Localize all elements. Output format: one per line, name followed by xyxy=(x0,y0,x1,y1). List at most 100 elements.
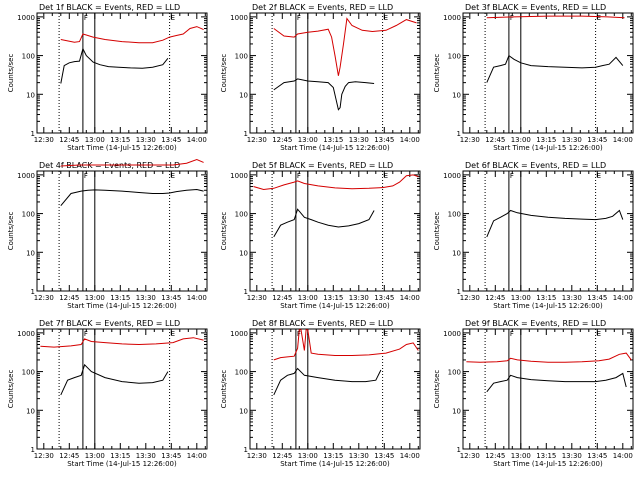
y-tick-label: 100 xyxy=(22,369,35,377)
time-marker-label: E xyxy=(171,172,175,180)
series-events-line xyxy=(60,188,204,207)
x-tick-label: 13:45 xyxy=(587,294,607,302)
x-tick-label: 14:00 xyxy=(613,294,633,302)
y-axis-label: Counts/sec xyxy=(220,54,228,93)
x-tick-label: 13:30 xyxy=(136,294,156,302)
y-tick-label: 10 xyxy=(239,249,248,257)
series-lld-line xyxy=(60,158,204,167)
x-tick-label: 12:45 xyxy=(485,294,505,302)
x-tick-label: 12:30 xyxy=(34,452,54,460)
x-tick-label: 13:00 xyxy=(85,136,105,144)
y-tick-label: 1 xyxy=(457,130,461,138)
panel-det-6f: Det 6f BLACK = Events, RED = LLD 1 10 100 10… xyxy=(433,161,634,310)
x-tick-label: 13:30 xyxy=(349,294,369,302)
y-tick-label: 100 xyxy=(448,211,461,219)
x-tick-label: 13:15 xyxy=(110,136,130,144)
x-tick-label: 13:45 xyxy=(161,452,181,460)
x-tick-label: 13:45 xyxy=(161,294,181,302)
x-tick-label: 12:45 xyxy=(272,136,292,144)
panel-det-8f: Det 8f BLACK = Events, RED = LLD 1 10 100 10… xyxy=(220,319,421,468)
y-tick-label: 1000 xyxy=(230,172,248,180)
time-marker-label: F xyxy=(510,172,514,180)
x-axis-label: Start Time (14-Jul-15 12:26:00) xyxy=(67,144,177,152)
x-tick-label: 13:00 xyxy=(298,294,318,302)
plot-frame xyxy=(462,12,634,134)
x-tick-label: 13:00 xyxy=(298,452,318,460)
y-axis-label: Counts/sec xyxy=(433,54,441,93)
series-events-line xyxy=(486,54,624,83)
x-axis-label: Start Time (14-Jul-15 12:26:00) xyxy=(493,302,603,310)
y-tick-label: 10 xyxy=(26,91,35,99)
series-lld-line xyxy=(486,15,625,19)
x-tick-label: 13:00 xyxy=(511,294,531,302)
time-marker-label: F xyxy=(84,172,88,180)
y-axis-label: Counts/sec xyxy=(220,370,228,409)
series-events-line xyxy=(486,209,624,238)
series-events-line xyxy=(60,47,169,84)
panel-det-5f: Det 5f BLACK = Events, RED = LLD 1 10 100 10… xyxy=(220,161,421,310)
y-tick-label: 100 xyxy=(235,211,248,219)
y-tick-label: 100 xyxy=(448,53,461,61)
x-tick-label: 12:45 xyxy=(59,452,79,460)
chart-title: Det 5f BLACK = Events, RED = LLD xyxy=(252,161,393,170)
time-marker-label: E xyxy=(597,14,601,22)
x-axis-label: Start Time (14-Jul-15 12:26:00) xyxy=(280,144,390,152)
x-tick-label: 14:00 xyxy=(187,136,207,144)
panel-det-9f: Det 9f BLACK = Events, RED = LLD 1 10 100 10… xyxy=(433,319,634,468)
y-tick-label: 10 xyxy=(452,407,461,415)
x-tick-label: 13:00 xyxy=(298,136,318,144)
x-axis-label: Start Time (14-Jul-15 12:26:00) xyxy=(280,460,390,468)
plot-frame xyxy=(36,170,208,292)
x-tick-label: 13:00 xyxy=(85,452,105,460)
time-marker-label: E xyxy=(384,14,388,22)
series-lld-line xyxy=(466,352,632,363)
x-tick-label: 12:30 xyxy=(460,452,480,460)
chart-title: Det 6f BLACK = Events, RED = LLD xyxy=(465,161,606,170)
x-tick-label: 13:15 xyxy=(323,136,343,144)
time-marker-label: E xyxy=(597,172,601,180)
x-tick-label: 13:30 xyxy=(562,136,582,144)
x-tick-label: 12:45 xyxy=(485,136,505,144)
series-lld-line xyxy=(253,174,419,191)
y-tick-label: 1000 xyxy=(17,14,35,22)
time-marker-label: F xyxy=(84,14,88,22)
panel-det-2f: Det 2f BLACK = Events, RED = LLD 1 10 100 10… xyxy=(220,3,421,152)
y-tick-label: 1000 xyxy=(443,172,461,180)
series-lld-line xyxy=(273,329,419,361)
chart-title: Det 1f BLACK = Events, RED = LLD xyxy=(39,3,180,12)
time-marker-label: F xyxy=(297,14,301,22)
y-tick-label: 10 xyxy=(452,91,461,99)
y-tick-label: 10 xyxy=(26,249,35,257)
y-tick-label: 100 xyxy=(22,211,35,219)
x-tick-label: 12:45 xyxy=(59,136,79,144)
series-events-line xyxy=(273,208,375,238)
x-tick-label: 12:45 xyxy=(59,294,79,302)
panel-det-1f: Det 1f BLACK = Events, RED = LLD 1 10 100 10… xyxy=(7,3,208,152)
x-axis-label: Start Time (14-Jul-15 12:26:00) xyxy=(280,302,390,310)
x-tick-label: 13:00 xyxy=(85,294,105,302)
x-tick-label: 13:30 xyxy=(349,452,369,460)
x-tick-label: 12:45 xyxy=(485,452,505,460)
x-tick-label: 13:30 xyxy=(562,294,582,302)
x-tick-label: 13:45 xyxy=(374,294,394,302)
panel-det-3f: Det 3f BLACK = Events, RED = LLD 1 10 100 10… xyxy=(433,3,634,152)
x-tick-label: 14:00 xyxy=(613,136,633,144)
y-axis-label: Counts/sec xyxy=(7,212,15,251)
x-tick-label: 13:30 xyxy=(136,452,156,460)
x-tick-label: 14:00 xyxy=(187,452,207,460)
chart-title: Det 7f BLACK = Events, RED = LLD xyxy=(39,319,180,328)
y-axis-label: Counts/sec xyxy=(7,370,15,409)
x-tick-label: 12:45 xyxy=(272,452,292,460)
plot-frame xyxy=(249,12,421,134)
y-tick-label: 1000 xyxy=(230,330,248,338)
y-tick-label: 1000 xyxy=(443,330,461,338)
x-tick-label: 14:00 xyxy=(400,136,420,144)
chart-title: Det 2f BLACK = Events, RED = LLD xyxy=(252,3,393,12)
y-tick-label: 1 xyxy=(244,130,248,138)
x-axis-label: Start Time (14-Jul-15 12:26:00) xyxy=(493,144,603,152)
chart-title: Det 3f BLACK = Events, RED = LLD xyxy=(465,3,606,12)
time-marker-label: F xyxy=(297,172,301,180)
y-tick-label: 1 xyxy=(244,288,248,296)
y-tick-label: 10 xyxy=(239,91,248,99)
